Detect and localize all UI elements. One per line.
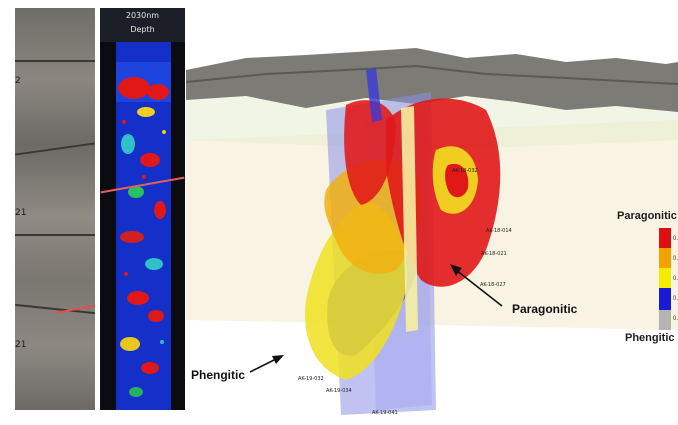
well-label: AK-19-034 (326, 388, 352, 394)
core-depth-tick: 21 (15, 208, 27, 218)
well-label: AK-19-032 (298, 376, 324, 382)
paragonitic-arrow (455, 269, 503, 307)
phengitic-annotation: Phengitic (191, 368, 246, 382)
legend-tick: 0. (673, 316, 678, 322)
core-depth-tick: 21 (15, 340, 27, 350)
well-labels: AK-18-032 AK-18-014 AK-18-021 AK-18-027 … (298, 168, 512, 416)
topographic-surface (186, 48, 678, 112)
well-label: AK-18-014 (486, 228, 512, 234)
legend-top-label: Paragonitic (617, 210, 677, 222)
terrain-ridge (186, 64, 678, 85)
core-fracture (15, 142, 95, 156)
section-plane (401, 106, 418, 332)
legend-swatch-yellow (659, 268, 671, 288)
arrow-head-icon (272, 355, 284, 364)
phengitic-arrow (249, 357, 279, 373)
legend-tick: 0. (673, 256, 678, 262)
paragonitic-zone (344, 100, 396, 205)
legend-tick: 0. (673, 296, 678, 302)
legend-swatch-low (659, 310, 671, 330)
well-label: AK-19-041 (372, 410, 398, 416)
section-plane (366, 68, 382, 122)
legend-swatch-phengitic (659, 288, 671, 310)
core-depth-tick: 2 (15, 76, 21, 86)
legend-bottom-label: Phengitic (625, 332, 675, 344)
legend-tick: 0. (673, 236, 678, 242)
hyperspectral-panel: 2030nm Depth (100, 8, 185, 410)
legend-colorbar (659, 228, 671, 330)
paragonitic-core (445, 163, 469, 198)
arrow-head-icon (450, 264, 462, 276)
paragonitic-annotation: Paragonitic (512, 302, 578, 316)
well-label: AK-18-032 (452, 168, 478, 174)
legend-swatch-orange (659, 248, 671, 268)
3d-model-scene: AK-18-032 AK-18-014 AK-18-021 AK-18-027 … (186, 48, 678, 416)
hyperspectral-header: 2030nm Depth (100, 8, 185, 42)
well-label: AK-18-021 (481, 251, 507, 257)
depth-label: Depth (130, 25, 155, 34)
core-fracture (15, 60, 95, 62)
wavelength-label: 2030nm (125, 11, 160, 20)
core-fracture (15, 234, 95, 236)
drill-core-photo: 2 21 21 (15, 8, 95, 410)
legend-swatch-paragonitic (659, 228, 671, 248)
legend-tick: 0. (673, 276, 678, 282)
well-label: AK-18-027 (480, 282, 506, 288)
hyperspectral-strip (116, 42, 171, 410)
